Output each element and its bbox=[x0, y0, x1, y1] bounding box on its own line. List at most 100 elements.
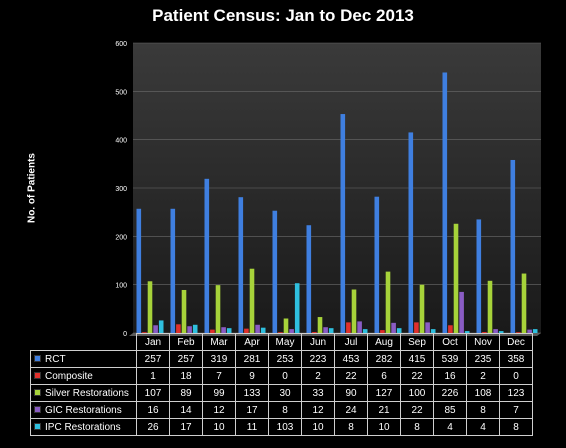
data-label: 226 bbox=[433, 384, 467, 402]
bar bbox=[294, 283, 300, 333]
x-tick-label: Oct bbox=[433, 333, 467, 351]
bar bbox=[221, 327, 226, 333]
legend-swatch bbox=[34, 355, 41, 363]
bar bbox=[272, 210, 278, 333]
data-label: 257 bbox=[136, 350, 170, 368]
data-label: 4 bbox=[433, 418, 467, 436]
data-label: 21 bbox=[367, 401, 401, 419]
data-label: 10 bbox=[301, 418, 335, 436]
bar bbox=[340, 114, 346, 333]
y-tick-label: 600 bbox=[115, 41, 127, 48]
data-label: 12 bbox=[301, 401, 335, 419]
bar bbox=[357, 321, 362, 333]
legend-entry: Composite bbox=[30, 367, 137, 385]
bar bbox=[181, 289, 187, 333]
data-label: 10 bbox=[367, 418, 401, 436]
bar bbox=[374, 196, 380, 333]
data-label: 415 bbox=[400, 350, 434, 368]
bar bbox=[516, 332, 521, 333]
bar bbox=[187, 326, 192, 333]
legend-label: RCT bbox=[45, 353, 66, 365]
bar bbox=[226, 328, 232, 333]
legend-swatch bbox=[34, 423, 41, 431]
bar bbox=[260, 327, 266, 333]
data-label: 539 bbox=[433, 350, 467, 368]
data-label: 85 bbox=[433, 401, 467, 419]
data-label: 14 bbox=[169, 401, 203, 419]
legend-entry: Silver Restorations bbox=[30, 384, 137, 402]
legend-entry: GIC Restorations bbox=[30, 401, 137, 419]
bar bbox=[215, 285, 221, 333]
bar bbox=[482, 332, 487, 333]
bar bbox=[244, 328, 249, 333]
bar bbox=[136, 208, 142, 333]
data-label: 22 bbox=[400, 401, 434, 419]
bar bbox=[204, 178, 210, 333]
legend-label: GIC Restorations bbox=[45, 404, 122, 416]
bar bbox=[521, 273, 527, 333]
bar bbox=[306, 225, 312, 333]
y-tick-label: 200 bbox=[115, 234, 127, 241]
bar bbox=[476, 219, 482, 333]
bar bbox=[176, 324, 181, 333]
legend-swatch bbox=[34, 406, 41, 414]
x-tick-label: Aug bbox=[367, 333, 401, 351]
x-tick-label: May bbox=[268, 333, 302, 351]
data-label: 1 bbox=[136, 367, 170, 385]
bar bbox=[192, 324, 198, 333]
data-label: 16 bbox=[433, 367, 467, 385]
bar bbox=[425, 322, 430, 333]
data-label: 8 bbox=[334, 418, 368, 436]
bar bbox=[278, 332, 283, 333]
data-label: 22 bbox=[400, 367, 434, 385]
data-label: 319 bbox=[202, 350, 236, 368]
bar bbox=[453, 223, 459, 333]
data-label: 103 bbox=[268, 418, 302, 436]
data-label: 4 bbox=[466, 418, 500, 436]
x-tick-label: Jan bbox=[136, 333, 170, 351]
data-label: 26 bbox=[136, 418, 170, 436]
data-label: 100 bbox=[400, 384, 434, 402]
data-label: 127 bbox=[367, 384, 401, 402]
data-label: 8 bbox=[466, 401, 500, 419]
x-tick-label: Sep bbox=[400, 333, 434, 351]
y-tick-label: 100 bbox=[115, 283, 127, 290]
y-tick-label: 300 bbox=[115, 186, 127, 193]
table-row: Composite 1 18 7 9 0 2 22 6 22 16 2 0 bbox=[30, 367, 533, 385]
y-tick-label: 0 bbox=[123, 331, 127, 338]
bar bbox=[210, 329, 215, 333]
x-tick-label: Jul bbox=[334, 333, 368, 351]
data-label: 281 bbox=[235, 350, 269, 368]
bar bbox=[362, 329, 368, 333]
data-label: 0 bbox=[268, 367, 302, 385]
table-row: IPC Restorations 26 17 10 11 103 10 8 10 8 4 4 8 bbox=[30, 418, 533, 436]
bar bbox=[510, 159, 516, 333]
legend-swatch bbox=[34, 372, 41, 380]
bar bbox=[147, 281, 153, 333]
data-label: 17 bbox=[235, 401, 269, 419]
bar bbox=[464, 331, 470, 333]
x-tick-label: Jun bbox=[301, 333, 335, 351]
table-row: GIC Restorations 16 14 12 17 8 12 24 21 22 85 8 7 bbox=[30, 401, 533, 419]
data-label: 282 bbox=[367, 350, 401, 368]
data-label: 8 bbox=[268, 401, 302, 419]
legend-label: Composite bbox=[45, 370, 93, 382]
data-label: 235 bbox=[466, 350, 500, 368]
bar bbox=[459, 291, 464, 333]
bar bbox=[289, 329, 294, 333]
bar bbox=[532, 329, 538, 333]
data-label: 22 bbox=[334, 367, 368, 385]
bar bbox=[312, 332, 317, 333]
table-row: RCT 257 257 319 281 253 223 453 282 415 539 235 358 bbox=[30, 350, 533, 368]
data-label: 108 bbox=[466, 384, 500, 402]
bar bbox=[493, 329, 498, 333]
bar bbox=[487, 280, 493, 333]
data-label: 123 bbox=[499, 384, 533, 402]
bar bbox=[249, 268, 255, 333]
data-label: 89 bbox=[169, 384, 203, 402]
data-label: 6 bbox=[367, 367, 401, 385]
bar bbox=[448, 325, 453, 333]
data-table: Jan Feb Mar Apr May Jun Jul Aug Sep Oct Nov Dec RCT 2… bbox=[30, 333, 533, 436]
